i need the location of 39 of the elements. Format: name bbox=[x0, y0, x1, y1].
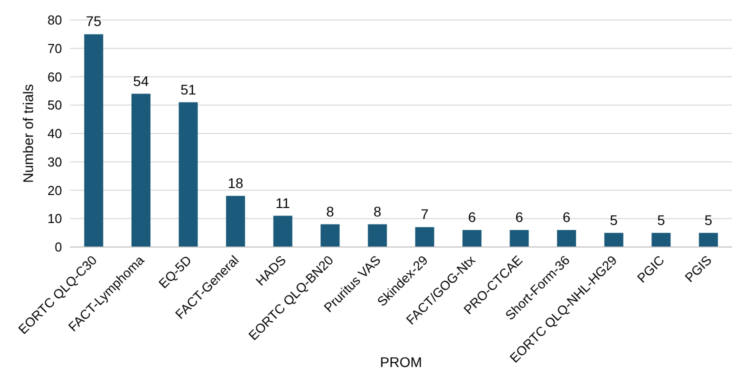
bar bbox=[368, 224, 387, 247]
y-tick-label: 50 bbox=[48, 98, 62, 113]
data-label: 11 bbox=[276, 194, 290, 211]
bar bbox=[604, 232, 624, 247]
data-label: 8 bbox=[374, 203, 382, 220]
data-label: 51 bbox=[180, 81, 196, 98]
y-tick-label: 30 bbox=[48, 154, 62, 170]
bar bbox=[698, 232, 718, 247]
data-label: 6 bbox=[562, 208, 571, 225]
y-tick-label: 60 bbox=[48, 69, 62, 84]
x-axis-title: PROM bbox=[380, 354, 422, 370]
bar bbox=[273, 216, 292, 247]
data-label: 54 bbox=[133, 72, 149, 89]
data-label: 18 bbox=[228, 174, 244, 191]
y-tick-label: 0 bbox=[54, 240, 62, 255]
bar bbox=[510, 230, 529, 247]
bar bbox=[557, 230, 576, 247]
y-axis-title: Number of trials bbox=[20, 84, 36, 183]
bar bbox=[178, 102, 198, 247]
data-label: 5 bbox=[657, 212, 666, 228]
y-tick-label: 70 bbox=[48, 40, 62, 56]
bar bbox=[652, 232, 671, 247]
data-label: 7 bbox=[420, 206, 429, 222]
bar bbox=[84, 34, 104, 247]
y-tick-label: 10 bbox=[48, 211, 62, 226]
bar bbox=[320, 224, 340, 247]
bar bbox=[131, 94, 150, 247]
data-label: 6 bbox=[468, 208, 476, 225]
bar bbox=[226, 196, 246, 247]
bar bbox=[462, 230, 482, 247]
data-label: 5 bbox=[704, 212, 712, 228]
data-label: 8 bbox=[326, 203, 334, 220]
data-label: 5 bbox=[610, 212, 618, 228]
bar bbox=[415, 227, 434, 247]
y-tick-label: 80 bbox=[48, 12, 62, 28]
y-tick-label: 20 bbox=[48, 182, 62, 198]
data-label: 75 bbox=[86, 13, 102, 30]
y-tick-label: 40 bbox=[48, 126, 62, 142]
data-label: 6 bbox=[515, 208, 524, 225]
